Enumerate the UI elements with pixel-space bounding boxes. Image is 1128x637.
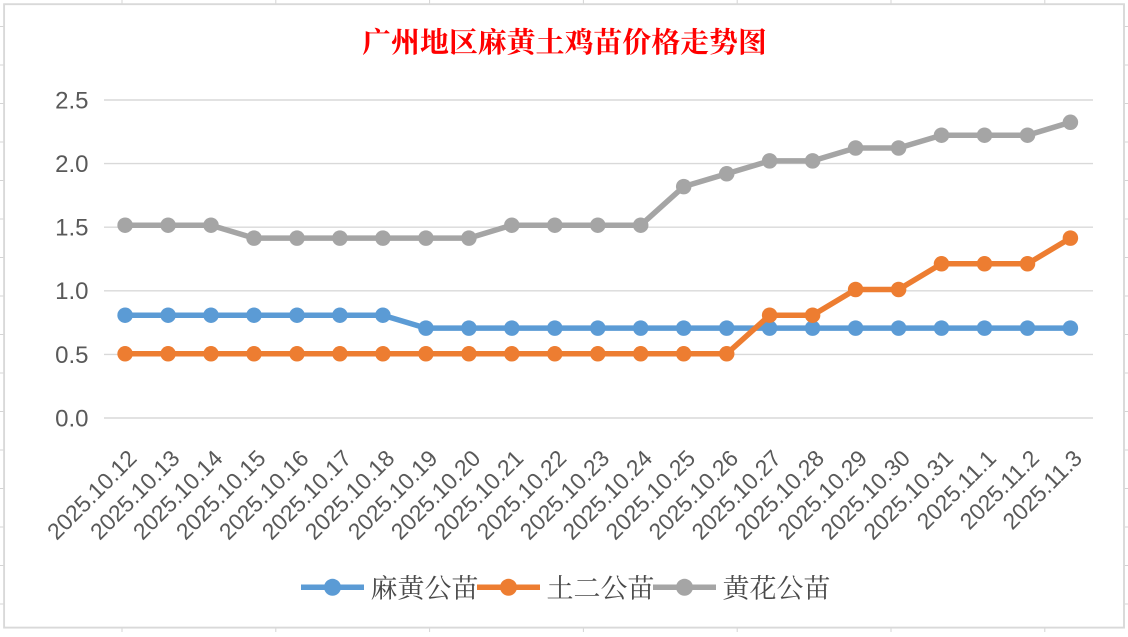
svg-text:2.5: 2.5 [55,87,88,114]
svg-text:1.5: 1.5 [55,215,88,242]
svg-text:0.5: 0.5 [55,342,88,369]
svg-text:2.0: 2.0 [55,151,88,178]
svg-text:1.0: 1.0 [55,278,88,305]
svg-text:0.0: 0.0 [55,405,88,432]
